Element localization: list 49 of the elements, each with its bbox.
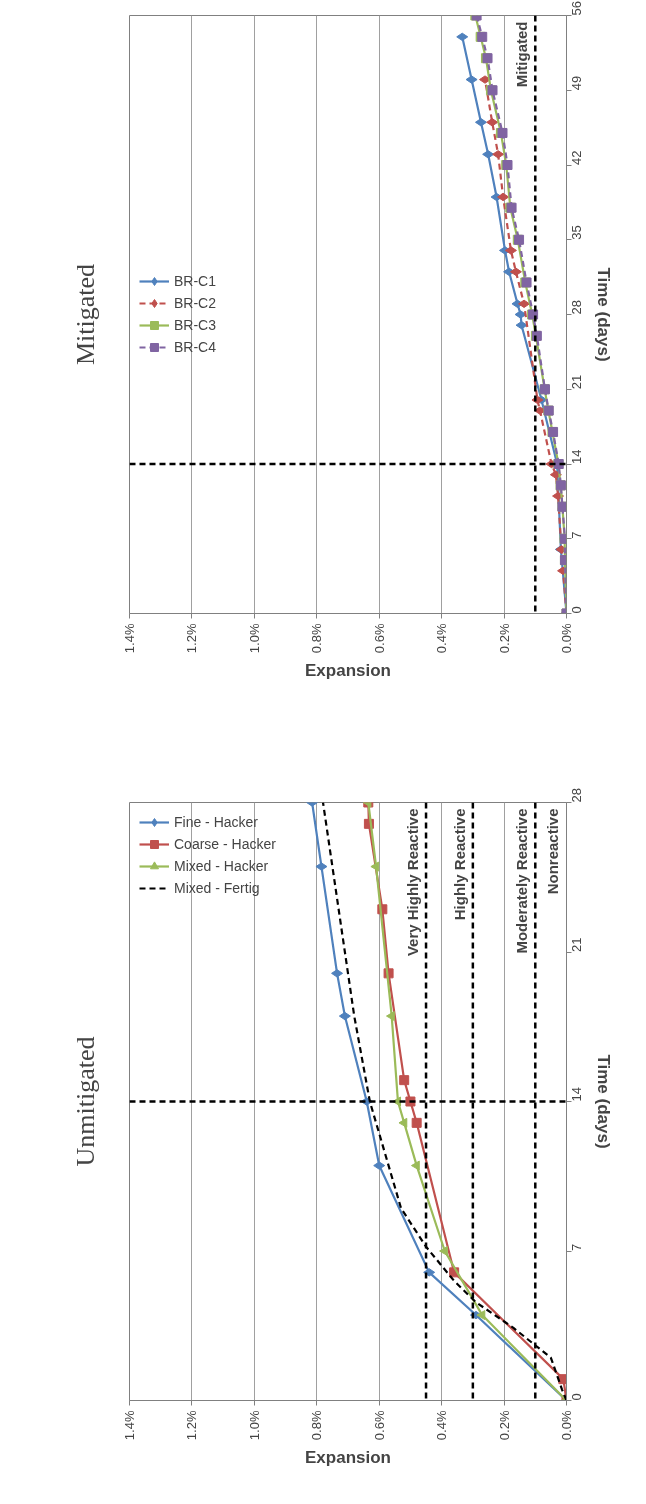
y-axis-title: Time (days) (593, 267, 613, 362)
text: Mitigated (70, 263, 100, 366)
x-tick-label: 0.0% (559, 1410, 574, 1441)
y-tick-label: 28 (569, 300, 584, 315)
y-axis-title: Time (days) (593, 1054, 613, 1149)
x-tick-label: 0.4% (434, 1410, 450, 1441)
x-tick-label: 1.2% (184, 623, 200, 654)
x-axis-title: Expansion (305, 661, 391, 681)
legend-label: BR-C1 (174, 273, 217, 289)
ref-line-label: Highly Reactive (450, 808, 468, 921)
y-tick-label: 42 (569, 150, 584, 165)
text: Unmitigated (70, 1036, 100, 1167)
legend-label: Mixed - Fertig (174, 880, 260, 896)
y-tick-label: 35 (569, 225, 584, 240)
legend-label: Coarse - Hacker (174, 836, 276, 852)
x-axis-title: Expansion (305, 1448, 391, 1468)
x-tick-label: 1.4% (122, 1410, 137, 1441)
x-tick-label: 1.2% (184, 1410, 200, 1441)
legend-label: BR-C3 (174, 317, 217, 333)
x-tick-label: 0.0% (559, 623, 574, 654)
y-tick-label: 0 (569, 1393, 584, 1401)
x-tick-label: 0.6% (371, 1410, 387, 1441)
y-tick-label: 28 (569, 788, 584, 803)
x-tick-label: 0.8% (309, 1410, 325, 1441)
ref-line-label: Very Highly Reactive (404, 808, 422, 957)
x-tick-label: 0.2% (496, 1410, 512, 1441)
y-tick-label: 56 (569, 1, 584, 16)
legend-label: Fine - Hacker (174, 814, 259, 830)
x-tick-label: 0.6% (371, 623, 387, 654)
ref-line-label: Mitigated (513, 21, 531, 88)
x-tick-label: 1.4% (122, 623, 137, 654)
y-tick-label: 14 (569, 1087, 584, 1102)
x-tick-label: 1.0% (246, 1410, 262, 1441)
legend-label: BR-C4 (174, 339, 217, 355)
ref-line-label: Moderately Reactive (513, 808, 531, 954)
x-tick-label: 1.0% (246, 623, 262, 654)
y-tick-label: 21 (569, 937, 584, 952)
annotation: Nonreactive (543, 808, 561, 895)
y-tick-label: 0 (569, 606, 584, 614)
y-tick-label: 14 (569, 449, 584, 464)
y-tick-label: 7 (569, 531, 584, 539)
legend-label: Mixed - Hacker (174, 858, 269, 874)
y-tick-label: 49 (569, 75, 584, 91)
y-tick-label: 7 (569, 1243, 584, 1251)
x-tick-label: 0.8% (309, 623, 325, 654)
x-tick-label: 0.4% (434, 623, 450, 654)
y-tick-label: 21 (569, 374, 584, 390)
x-tick-label: 0.2% (496, 623, 512, 654)
legend-label: BR-C2 (174, 295, 217, 311)
